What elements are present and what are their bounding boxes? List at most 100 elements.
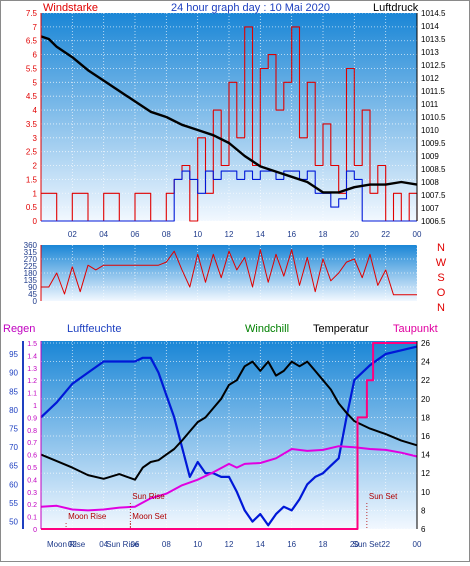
chart-title: 24 hour graph day : 10 Mai 2020 xyxy=(171,2,330,14)
luftfeuchte-tick-65: 65 xyxy=(9,462,18,471)
luftdruck-tick-1013: 1013 xyxy=(421,48,439,57)
series-line-luftfeuchte xyxy=(40,345,418,527)
regen-tick-1-2: 1.2 xyxy=(27,378,37,385)
temperatur-tick-16: 16 xyxy=(421,432,430,441)
regen-tick-1-1: 1.1 xyxy=(27,391,37,398)
chart3-x-tick-06: 06 xyxy=(131,540,140,549)
wind-direction-tick-135: 135 xyxy=(24,276,38,285)
luftdruck-tick-1009-5: 1009.5 xyxy=(421,139,446,148)
regen-tick-0-7: 0.7 xyxy=(27,440,37,447)
compass-label-4-n: N xyxy=(437,302,445,314)
windstarke-axis-label: Windstarke xyxy=(43,2,98,14)
luftfeuchte-tick-80: 80 xyxy=(9,406,18,415)
luftdruck-tick-1012: 1012 xyxy=(421,74,439,83)
luftfeuchte-tick-85: 85 xyxy=(9,387,18,396)
wind-direction-tick-90: 90 xyxy=(28,283,37,292)
regen-tick-0-4: 0.4 xyxy=(27,477,37,484)
luftdruck-tick-1008: 1008 xyxy=(421,178,439,187)
temperatur-tick-24: 24 xyxy=(421,358,430,367)
luftfeuchte-tick-95: 95 xyxy=(9,350,18,359)
annotation-moon-rise: Moon Rise xyxy=(68,512,107,521)
chart1-x-tick-18: 18 xyxy=(319,230,328,239)
regen-tick-0-5: 0.5 xyxy=(27,465,37,472)
regen-tick-0-2: 0.2 xyxy=(27,502,37,509)
luftdruck-tick-1008-5: 1008.5 xyxy=(421,165,446,174)
luftfeuchte-axis-label: Luftfeuchte xyxy=(67,323,121,335)
chart1-x-tick-14: 14 xyxy=(256,230,265,239)
chart1-x-tick-20: 20 xyxy=(350,230,359,239)
regen-tick-1-5: 1.5 xyxy=(27,341,37,348)
luftdruck-tick-1014: 1014 xyxy=(421,22,439,31)
luftdruck-tick-1013-5: 1013.5 xyxy=(421,35,446,44)
chart3-x-tick-14: 14 xyxy=(256,540,265,549)
windstarke-tick-6: 6 xyxy=(33,51,38,60)
series-line-gust xyxy=(41,170,417,222)
compass-label-2-s: S xyxy=(437,272,444,284)
compass-label-0-n: N xyxy=(437,242,445,254)
chart1-x-tick-16: 16 xyxy=(287,230,296,239)
chart1-x-tick-08: 08 xyxy=(162,230,171,239)
compass-label-3-o: O xyxy=(437,287,446,299)
luftdruck-axis-label: Luftdruck xyxy=(373,2,419,14)
chart1-x-tick-04: 04 xyxy=(99,230,108,239)
wind-direction-tick-180: 180 xyxy=(24,269,38,278)
chart1-x-tick-02: 02 xyxy=(68,230,77,239)
chart3-x-tick-20: 20 xyxy=(350,540,359,549)
luftdruck-tick-1011-5: 1011.5 xyxy=(421,87,445,96)
chart3-x-tick-08: 08 xyxy=(162,540,171,549)
temperatur-tick-22: 22 xyxy=(421,376,430,385)
regen-tick-1-3: 1.3 xyxy=(27,366,37,373)
temperatur-tick-8: 8 xyxy=(421,506,426,515)
chart3-x-tick-10: 10 xyxy=(193,540,202,549)
windstarke-tick-7: 7 xyxy=(33,23,38,32)
luftdruck-tick-1014-5: 1014.5 xyxy=(421,9,446,18)
wind-direction-tick-225: 225 xyxy=(24,262,38,271)
temperatur-tick-26: 26 xyxy=(421,339,430,348)
temperatur-tick-18: 18 xyxy=(421,413,430,422)
windstarke-tick-4: 4 xyxy=(33,106,38,115)
compass-label-1-w: W xyxy=(436,257,447,269)
chart1-x-tick-22: 22 xyxy=(381,230,390,239)
windstarke-tick-5: 5 xyxy=(33,78,38,87)
wind-direction-tick-45: 45 xyxy=(28,290,37,299)
luftfeuchte-tick-60: 60 xyxy=(9,480,18,489)
temperatur-label: Temperatur xyxy=(313,323,369,335)
wind-direction-tick-0: 0 xyxy=(33,297,38,306)
chart3-x-tick-04: 04 xyxy=(99,540,108,549)
luftdruck-tick-1010-5: 1010.5 xyxy=(421,113,446,122)
regen-tick-0-1: 0.1 xyxy=(27,515,37,522)
temperatur-tick-20: 20 xyxy=(421,395,430,404)
windstarke-tick-2-5: 2.5 xyxy=(26,148,38,157)
luftdruck-tick-1011: 1011 xyxy=(421,100,439,109)
windchill-label: Windchill xyxy=(245,323,289,335)
regen-tick-0: 0 xyxy=(33,527,37,534)
windstarke-tick-6-5: 6.5 xyxy=(26,37,38,46)
temperatur-tick-6: 6 xyxy=(421,525,426,534)
regen-tick-1: 1 xyxy=(33,403,37,410)
series-line-windrichtung xyxy=(41,249,417,296)
series-line-luftdruck xyxy=(40,35,418,194)
series-line-windstarke xyxy=(41,26,418,222)
chart1-x-tick-10: 10 xyxy=(193,230,202,239)
windstarke-tick-4-5: 4.5 xyxy=(26,92,38,101)
event-label-sun-rise: Sun Rise xyxy=(106,540,139,549)
luftdruck-tick-1012-5: 1012.5 xyxy=(421,61,446,70)
windstarke-tick-1-5: 1.5 xyxy=(26,175,38,184)
luftdruck-tick-1007: 1007 xyxy=(421,204,439,213)
chart1-x-tick-06: 06 xyxy=(131,230,140,239)
windstarke-tick-1: 1 xyxy=(33,189,38,198)
windstarke-tick-5-5: 5.5 xyxy=(26,64,38,73)
chart3-x-tick-22: 22 xyxy=(381,540,390,549)
windstarke-tick-0-5: 0.5 xyxy=(26,203,38,212)
annotation-moon-set: Moon Set xyxy=(132,512,167,521)
regen-tick-0-9: 0.9 xyxy=(27,415,37,422)
series-line-temperatur xyxy=(40,360,418,481)
series-line-regen xyxy=(41,342,417,530)
annotation-sun-rise: Sun Rise xyxy=(132,492,165,501)
wind-direction-tick-315: 315 xyxy=(24,248,38,257)
luftdruck-tick-1009: 1009 xyxy=(421,152,439,161)
chart1-x-tick-00: 00 xyxy=(413,230,422,239)
regen-tick-1-4: 1.4 xyxy=(27,353,37,360)
